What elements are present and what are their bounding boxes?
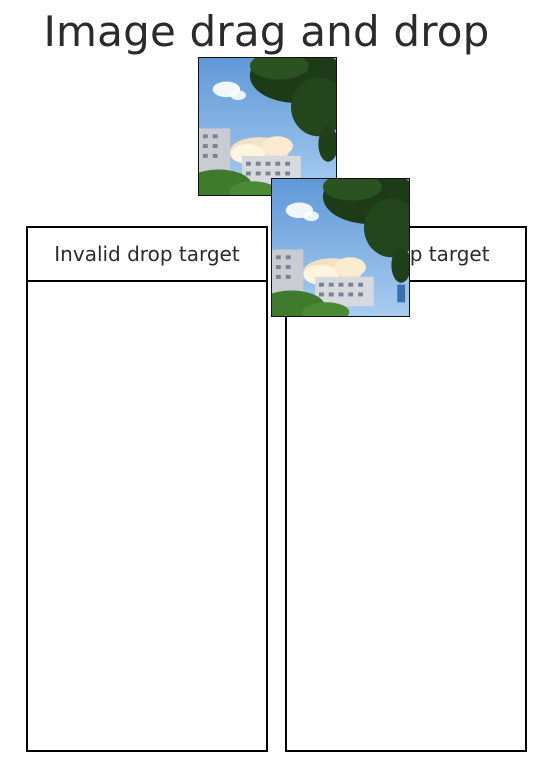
invalid-drop-target[interactable]: Invalid drop target xyxy=(26,226,268,752)
valid-drop-target-area[interactable] xyxy=(287,282,525,750)
sky-buildings-photo-icon xyxy=(199,58,336,195)
invalid-drop-target-label: Invalid drop target xyxy=(28,228,266,282)
page-title: Image drag and drop xyxy=(43,7,490,56)
sky-buildings-photo-icon xyxy=(272,179,409,316)
drag-preview-image xyxy=(271,178,410,317)
invalid-drop-target-area[interactable] xyxy=(28,282,266,750)
draggable-image[interactable] xyxy=(198,57,337,196)
